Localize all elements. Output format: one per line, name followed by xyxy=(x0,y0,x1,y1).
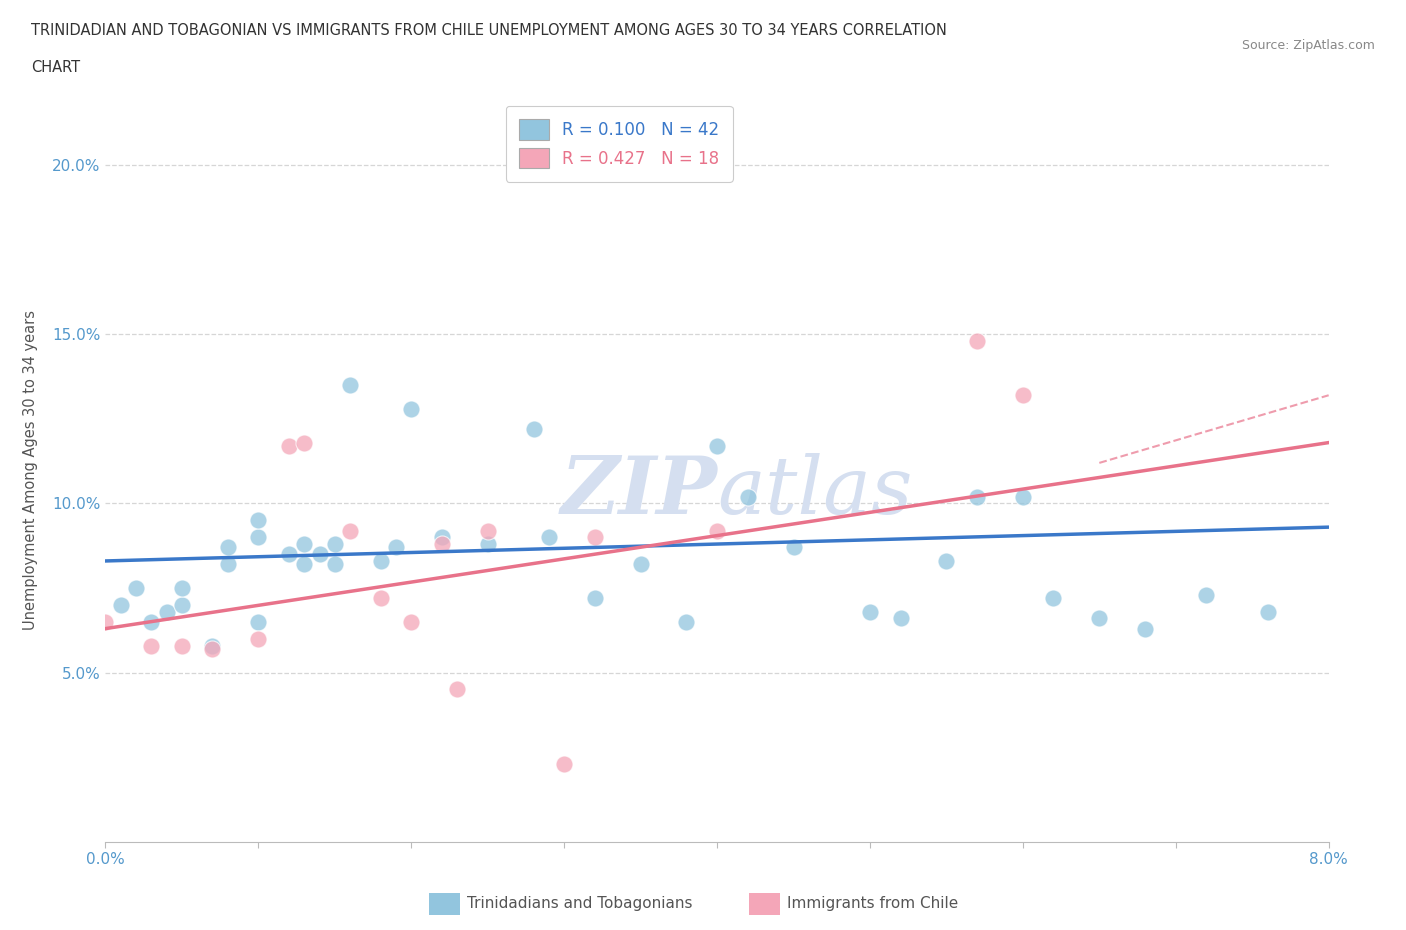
Text: Source: ZipAtlas.com: Source: ZipAtlas.com xyxy=(1241,39,1375,52)
Point xyxy=(1011,388,1033,403)
Point xyxy=(430,537,453,551)
Text: CHART: CHART xyxy=(31,60,80,75)
Point xyxy=(782,540,804,555)
Point xyxy=(217,557,239,572)
Point xyxy=(292,435,315,450)
Point xyxy=(247,615,270,630)
Point xyxy=(94,615,117,630)
Point xyxy=(110,597,132,612)
Point xyxy=(537,530,560,545)
Point xyxy=(339,378,361,392)
Point xyxy=(1011,489,1033,504)
Point xyxy=(1133,621,1156,636)
Point xyxy=(141,638,163,653)
Point xyxy=(859,604,882,619)
Text: ZIP: ZIP xyxy=(560,453,717,531)
Text: Trinidadians and Tobagonians: Trinidadians and Tobagonians xyxy=(467,897,692,911)
Point xyxy=(1042,591,1064,605)
Point xyxy=(170,597,193,612)
Point xyxy=(706,439,728,454)
Point xyxy=(278,547,301,562)
Point xyxy=(292,557,315,572)
Point xyxy=(737,489,759,504)
Point xyxy=(323,557,346,572)
Point xyxy=(446,682,468,697)
Point xyxy=(430,530,453,545)
Point xyxy=(323,537,346,551)
Point xyxy=(125,580,148,595)
Point xyxy=(278,439,301,454)
Point xyxy=(247,631,270,646)
Point xyxy=(630,557,652,572)
Point xyxy=(247,530,270,545)
Point xyxy=(675,615,697,630)
Point xyxy=(170,638,193,653)
Point xyxy=(370,553,392,568)
Point xyxy=(399,402,422,417)
Point xyxy=(1088,611,1111,626)
Point xyxy=(370,591,392,605)
Point xyxy=(399,615,422,630)
Point xyxy=(170,580,193,595)
Point xyxy=(523,421,546,436)
Point xyxy=(477,537,499,551)
Point xyxy=(141,615,163,630)
Point xyxy=(583,530,606,545)
Point xyxy=(966,334,988,349)
Point xyxy=(217,540,239,555)
Point xyxy=(553,756,575,771)
Point xyxy=(308,547,330,562)
Point xyxy=(1195,588,1218,603)
Legend: R = 0.100   N = 42, R = 0.427   N = 18: R = 0.100 N = 42, R = 0.427 N = 18 xyxy=(506,106,733,181)
Point xyxy=(583,591,606,605)
Point xyxy=(935,553,957,568)
Point xyxy=(706,523,728,538)
Point xyxy=(155,604,177,619)
Point xyxy=(339,523,361,538)
Point xyxy=(477,523,499,538)
Text: atlas: atlas xyxy=(717,453,912,531)
Point xyxy=(385,540,408,555)
Text: Immigrants from Chile: Immigrants from Chile xyxy=(787,897,959,911)
Text: TRINIDADIAN AND TOBAGONIAN VS IMMIGRANTS FROM CHILE UNEMPLOYMENT AMONG AGES 30 T: TRINIDADIAN AND TOBAGONIAN VS IMMIGRANTS… xyxy=(31,23,946,38)
Point xyxy=(889,611,911,626)
Point xyxy=(201,638,224,653)
Point xyxy=(292,537,315,551)
Y-axis label: Unemployment Among Ages 30 to 34 years: Unemployment Among Ages 30 to 34 years xyxy=(24,310,38,630)
Point xyxy=(966,489,988,504)
Point xyxy=(247,513,270,528)
Point xyxy=(1256,604,1278,619)
Point xyxy=(201,642,224,657)
